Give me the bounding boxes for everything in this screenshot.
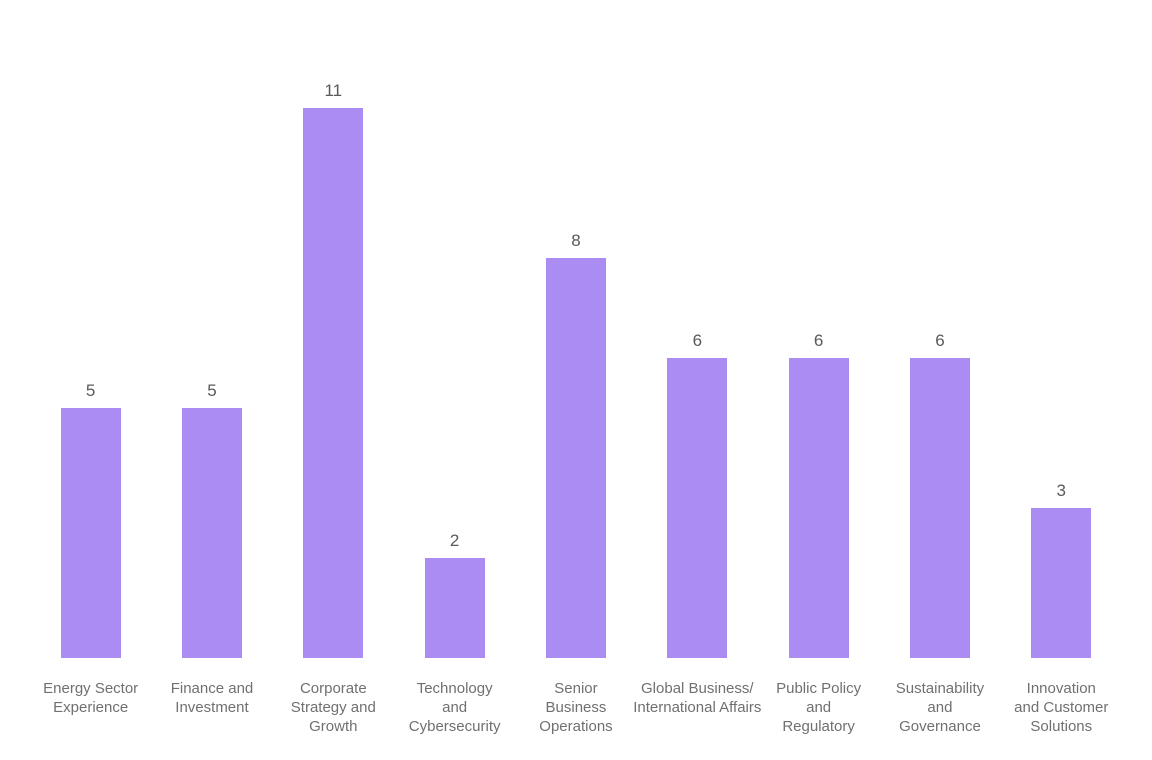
category-label: Energy Sector Experience xyxy=(43,679,138,717)
bar-value-label: 6 xyxy=(692,331,703,350)
category-label-line: Senior xyxy=(554,680,598,697)
category-label: Technology and Cybersecurity xyxy=(409,679,501,736)
bar-group: 5 Energy Sector Experience xyxy=(30,0,151,760)
category-label-line: Experience xyxy=(53,699,129,716)
category-label-line: Operations xyxy=(539,718,613,735)
bar-value-label: 6 xyxy=(935,331,945,350)
category-label: Innovation and Customer Solutions xyxy=(1014,679,1108,736)
bar-group: 2 Technology and Cybersecurity xyxy=(394,0,515,760)
bar xyxy=(1031,508,1092,658)
bar-value-label: 3 xyxy=(1056,481,1067,500)
category-label-line: Cybersecurity xyxy=(408,718,501,735)
bar xyxy=(181,408,242,658)
bar-value-label: 5 xyxy=(207,381,217,400)
category-label-line: and xyxy=(806,699,832,716)
bar-group: 5 Finance and Investment xyxy=(151,0,272,760)
bar-value-label: 2 xyxy=(449,531,460,550)
bar-group: 6 Sustainability and Governance xyxy=(879,0,1000,760)
category-label-line: and Customer xyxy=(1014,699,1109,716)
category-label-line: Energy Sector xyxy=(43,680,139,697)
bar xyxy=(303,108,364,658)
category-label-line: Growth xyxy=(309,718,358,735)
category-label: Corporate Strategy and Growth xyxy=(291,679,376,736)
bar-value-label: 8 xyxy=(571,231,581,250)
bar xyxy=(545,258,606,658)
category-label-line: Public Policy xyxy=(776,680,862,697)
category-label: Global Business/International Affairs xyxy=(633,679,761,717)
category-label-line: Strategy and xyxy=(290,699,376,716)
category-label-line: Regulatory xyxy=(782,718,855,735)
category-label-line: and xyxy=(927,699,953,716)
bar xyxy=(909,358,970,658)
category-label-line: Global Business/ xyxy=(641,680,754,697)
category-label-line: Governance xyxy=(899,718,981,735)
bar xyxy=(60,408,121,658)
bar-chart-plot-area: 5 Energy Sector Experience 5 Finance and Inve… xyxy=(30,0,1122,760)
category-label-line: Innovation xyxy=(1026,680,1096,697)
category-label-line: Corporate xyxy=(299,680,367,697)
category-label-line: International Affairs xyxy=(633,699,762,716)
bar-group: 6 Public Policy and Regulatory xyxy=(758,0,879,760)
bar xyxy=(788,358,849,658)
bar-group: 8 Senior Business Operations xyxy=(515,0,636,760)
category-label: Finance and Investment xyxy=(171,679,254,717)
category-label: Public Policy and Regulatory xyxy=(776,679,861,736)
category-label-line: Finance and xyxy=(170,680,254,697)
bar xyxy=(667,358,728,658)
bar-value-label: 5 xyxy=(85,381,96,400)
category-label-line: Business xyxy=(545,699,607,716)
category-label-line: Technology xyxy=(416,680,493,697)
bar-group: 3 Innovation and Customer Solutions xyxy=(1001,0,1122,760)
category-label: Senior Business Operations xyxy=(539,679,612,736)
bar-group: 6 Global Business/International Affairs xyxy=(633,0,761,760)
bar-value-label: 6 xyxy=(813,331,824,350)
bar-group: 11 Corporate Strategy and Growth xyxy=(273,0,394,760)
category-label: Sustainability and Governance xyxy=(896,679,984,736)
bar xyxy=(424,558,485,658)
category-label-line: and xyxy=(442,699,468,716)
category-label-line: Sustainability xyxy=(895,680,985,697)
bar-value-label: 11 xyxy=(324,81,343,100)
category-label-line: Investment xyxy=(175,699,249,716)
category-label-line: Solutions xyxy=(1030,718,1093,735)
